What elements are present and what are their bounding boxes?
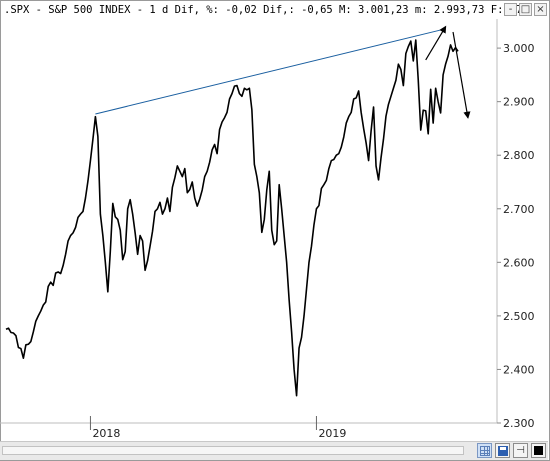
save-icon	[497, 445, 508, 456]
tool-buttons: ⊣	[477, 443, 546, 458]
bottom-toolbar: ⊣	[0, 441, 548, 460]
color-box-icon	[534, 446, 543, 455]
y-tick-label: 2.300	[503, 417, 535, 430]
y-tick-label: 2.900	[503, 96, 535, 109]
pin-icon: ⊣	[516, 444, 525, 456]
horizontal-scrollbar[interactable]	[2, 446, 464, 455]
grid-icon	[479, 445, 490, 456]
x-axis: 2018 2019	[89, 416, 346, 440]
close-button[interactable]: ×	[534, 3, 547, 16]
y-tick-label: 2.400	[503, 363, 535, 376]
y-tick-label: 2.800	[503, 149, 535, 162]
x-tick-label: 2018	[92, 427, 120, 440]
plot-area	[5, 39, 459, 397]
color-button[interactable]	[531, 443, 546, 458]
annotations	[95, 25, 471, 119]
save-button[interactable]	[495, 443, 510, 458]
trendline[interactable]	[95, 28, 446, 115]
arrow-annotation[interactable]	[425, 25, 447, 61]
window-controls: - □ ×	[504, 3, 547, 16]
pin-button[interactable]: ⊣	[513, 443, 528, 458]
y-tick-label: 2.600	[503, 256, 535, 269]
arrow-annotation[interactable]	[452, 31, 471, 119]
window-title: .SPX - S&P 500 INDEX - 1 d Dif, %: -0,02…	[4, 4, 529, 16]
y-tick-label: 2.700	[503, 203, 535, 216]
y-tick-label: 2.500	[503, 310, 535, 323]
grid-button[interactable]	[477, 443, 492, 458]
y-tick-label: 3.000	[503, 42, 535, 55]
maximize-button[interactable]: □	[519, 3, 532, 16]
title-bar[interactable]: .SPX - S&P 500 INDEX - 1 d Dif, %: -0,02…	[1, 1, 549, 19]
price-series-line	[5, 39, 459, 397]
y-axis: 2.300 2.400 2.500 2.600 2.700 2.800 2.900 3.000	[497, 42, 535, 430]
x-tick-label: 2019	[318, 427, 346, 440]
minimize-button[interactable]: -	[504, 3, 517, 16]
